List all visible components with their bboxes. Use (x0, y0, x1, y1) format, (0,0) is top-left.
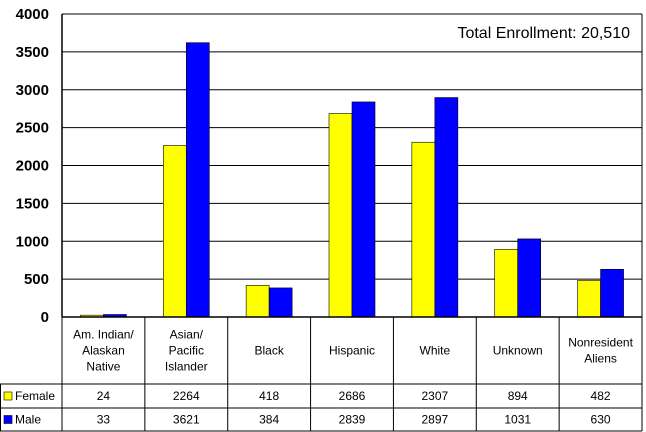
table-cell-female: 2307 (422, 389, 449, 403)
y-tick-label: 1500 (16, 195, 49, 212)
bar-male (434, 97, 459, 318)
bar-female (328, 113, 353, 318)
category-label: Unknown (493, 344, 543, 358)
table-cell-female: 482 (591, 389, 611, 403)
category-label-line: Pacific (169, 344, 204, 358)
category-label: Nonresident Aliens (568, 336, 633, 366)
y-tick-label: 3500 (16, 44, 49, 61)
y-tick-label: 2000 (16, 158, 49, 175)
category-label-line: Native (86, 360, 120, 374)
bar-female (577, 280, 601, 318)
bar-female (162, 145, 187, 318)
total-enrollment-annotation: Total Enrollment: 20,510 (457, 25, 630, 42)
bar-male (600, 268, 624, 318)
bar-male (268, 287, 293, 318)
category-label-line: Islander (165, 360, 208, 374)
y-tick-labels: 0 500 1000 1500 2000 2500 3000 3500 4000 (16, 6, 49, 326)
table-cell-female: 24 (97, 389, 111, 403)
data-table: Am. Indian/Alaskan Native Asian/Pacific Isl… (0, 316, 643, 432)
legend-label-female: Female (15, 389, 55, 403)
table-cell-male: 630 (591, 413, 611, 427)
bar-male (185, 42, 210, 318)
table-cell-male: 384 (259, 413, 279, 427)
axes (61, 14, 643, 317)
category-label-line: Am. Indian/ (73, 328, 134, 342)
category-label: White (420, 344, 451, 358)
category-label-line: Aliens (584, 352, 617, 366)
table-cell-female: 418 (259, 389, 279, 403)
legend-label-male: Male (15, 413, 41, 427)
table-cell-female: 2264 (173, 389, 200, 403)
category-label: Am. Indian/Alaskan Native (73, 328, 134, 374)
category-label-line: Unknown (493, 344, 543, 358)
category-label-line: White (420, 344, 451, 358)
category-label-line: Alaskan (82, 344, 125, 358)
category-label-line: Nonresident (568, 336, 633, 350)
table-cell-male: 2897 (422, 413, 449, 427)
category-label-line: Asian/ (170, 328, 204, 342)
category-label-line: Hispanic (329, 344, 375, 358)
category-label-line: Black (254, 344, 284, 358)
table-cell-male: 1031 (504, 413, 531, 427)
bar-female (494, 248, 519, 318)
bar-female (411, 141, 436, 318)
category-label: Asian/Pacific Islander (165, 328, 208, 374)
table-cell-female: 2686 (339, 389, 366, 403)
y-tick-label: 3000 (16, 82, 49, 99)
table-cell-male: 33 (97, 413, 111, 427)
y-tick-label: 1000 (16, 233, 49, 250)
y-tick-label: 4000 (16, 6, 49, 23)
table-cell-female: 894 (508, 389, 528, 403)
y-tick-label: 500 (24, 271, 49, 288)
bar-male (351, 101, 376, 318)
y-tick-label: 2500 (16, 120, 49, 137)
bar-female (245, 285, 270, 318)
table-cell-male: 3621 (173, 413, 200, 427)
bar-male (517, 238, 542, 318)
y-tick-label: 0 (41, 309, 49, 326)
category-label: Hispanic (329, 344, 375, 358)
bars (80, 42, 624, 318)
legend-key-female (3, 391, 13, 401)
category-label: Black (254, 344, 284, 358)
legend-key-male (3, 415, 13, 424)
table-cell-male: 2839 (339, 413, 366, 427)
